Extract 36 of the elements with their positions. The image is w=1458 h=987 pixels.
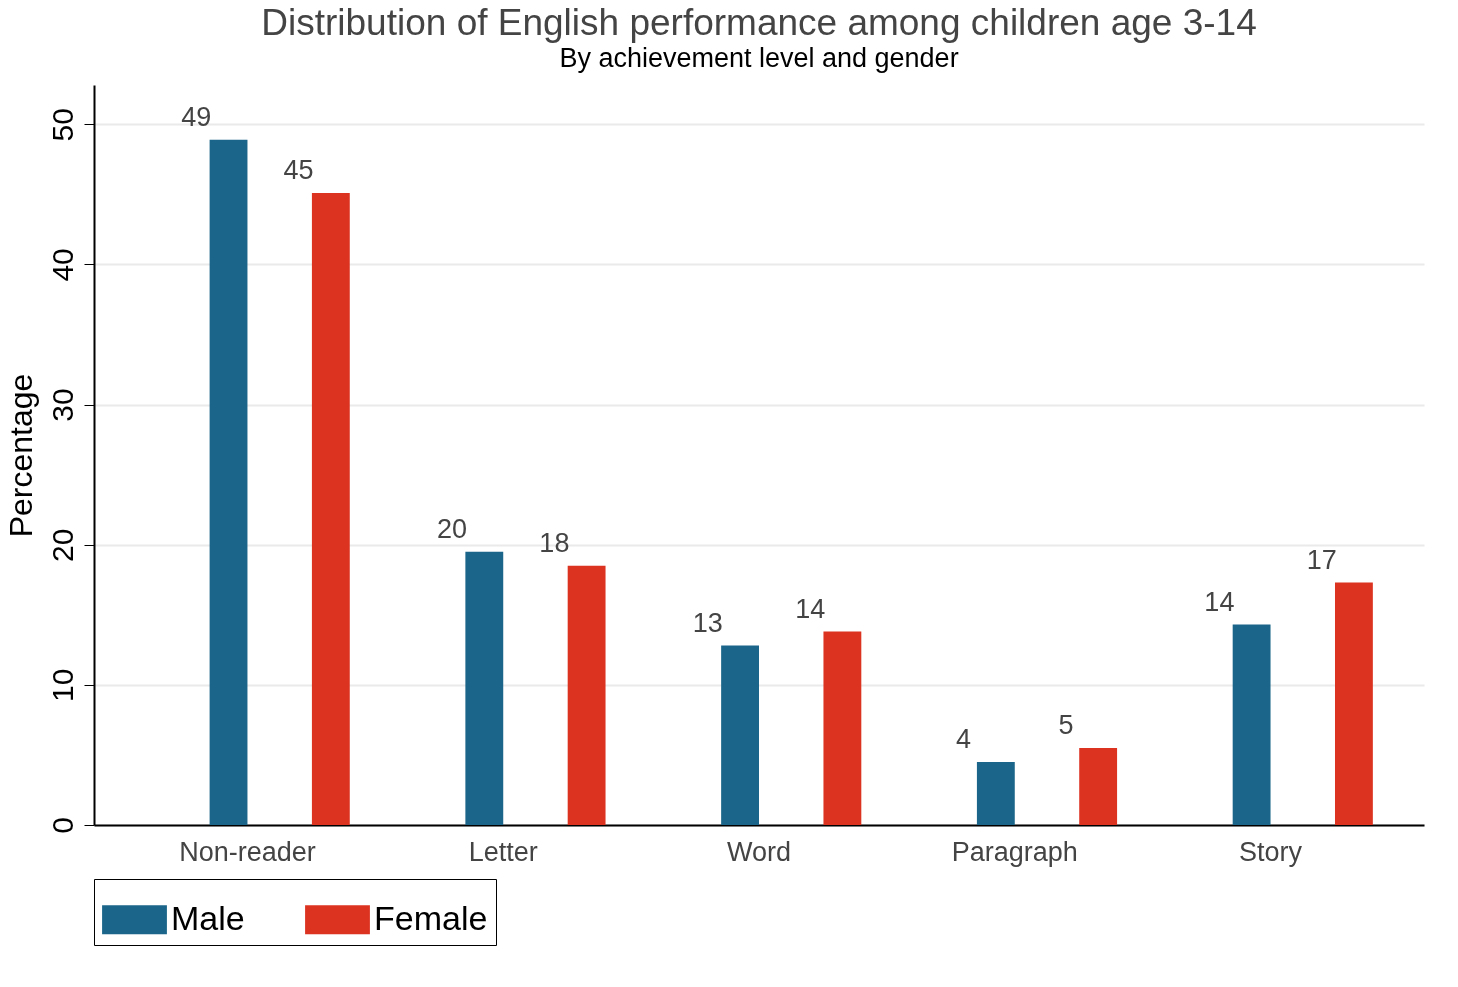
y-tick-label: 0 bbox=[45, 817, 79, 834]
y-tick-label: 10 bbox=[45, 668, 79, 703]
data-label: 17 bbox=[1306, 544, 1337, 575]
x-tick-label: Word bbox=[726, 836, 792, 867]
chart-title: Distribution of English performance among children age 3-14 bbox=[261, 2, 1257, 43]
legend-label: Male bbox=[171, 898, 245, 937]
y-axis-title: Percentage bbox=[2, 373, 39, 538]
data-label: 45 bbox=[283, 154, 314, 185]
chart-subtitle: By achievement level and gender bbox=[559, 43, 959, 73]
x-tick-label: Paragraph bbox=[951, 836, 1078, 867]
bar bbox=[209, 139, 248, 825]
data-label: 20 bbox=[437, 513, 468, 544]
bar bbox=[567, 565, 606, 825]
x-tick-label: Story bbox=[1239, 836, 1303, 867]
data-label: 14 bbox=[795, 593, 826, 624]
y-tick-label: 20 bbox=[45, 528, 79, 562]
legend-label: Female bbox=[374, 898, 488, 937]
data-label: 4 bbox=[956, 723, 972, 754]
bar bbox=[311, 192, 350, 825]
y-tick-label: 30 bbox=[45, 388, 79, 422]
y-tick-label: 40 bbox=[45, 248, 79, 282]
bar bbox=[1232, 624, 1271, 825]
data-label: 18 bbox=[539, 527, 570, 558]
data-label: 13 bbox=[692, 607, 723, 638]
y-tick-label: 50 bbox=[45, 108, 79, 142]
bar bbox=[976, 761, 1015, 825]
bar bbox=[1334, 582, 1373, 825]
data-label: 49 bbox=[181, 101, 212, 132]
bar bbox=[465, 551, 504, 825]
x-tick-label: Letter bbox=[468, 836, 538, 867]
bar bbox=[823, 631, 862, 825]
data-label: 5 bbox=[1058, 709, 1074, 740]
bar bbox=[1079, 747, 1118, 825]
x-tick-label: Non-reader bbox=[179, 836, 316, 867]
bar bbox=[721, 645, 759, 825]
data-label: 14 bbox=[1204, 586, 1235, 617]
